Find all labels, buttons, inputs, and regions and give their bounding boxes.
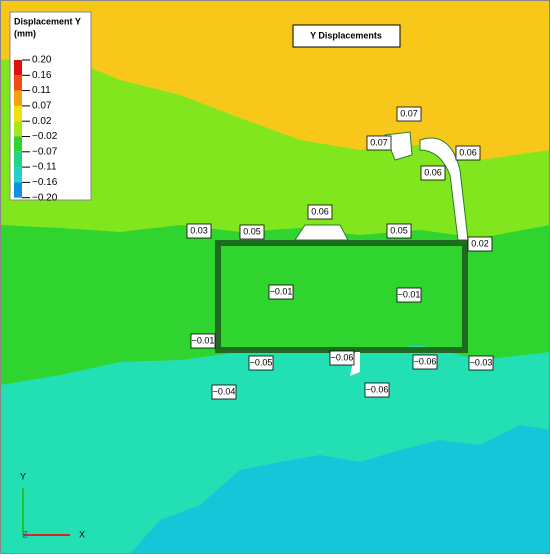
value-label-box — [412, 354, 438, 370]
axis-z-label: Z — [22, 529, 28, 539]
legend-level: −0.11 — [32, 162, 57, 173]
legend-level: −0.07 — [32, 146, 58, 157]
legend-level: −0.02 — [32, 131, 58, 142]
value-label: 0.06 — [424, 167, 442, 177]
plot-title-box — [292, 24, 401, 48]
value-label-box — [211, 384, 237, 400]
value-label-box — [386, 223, 412, 239]
value-label-box — [329, 350, 355, 366]
value-label: 0.07 — [400, 108, 418, 118]
value-label: −0.04 — [213, 386, 236, 396]
profile-rail — [294, 224, 349, 241]
value-label: 0.06 — [459, 147, 477, 157]
value-label: 0.02 — [471, 238, 489, 248]
legend-swatch — [14, 121, 22, 137]
value-label: −0.01 — [398, 289, 421, 299]
value-label: −0.03 — [470, 357, 493, 367]
value-label-box — [268, 284, 294, 300]
axis-y-label: Y — [20, 471, 26, 481]
legend-level: −0.20 — [32, 192, 58, 203]
profile-box — [215, 240, 468, 353]
legend-swatch — [14, 151, 22, 168]
legend-title: Displacement Y — [14, 16, 81, 26]
contour-cyan — [130, 425, 550, 554]
legend-swatch — [14, 90, 22, 106]
value-label: −0.06 — [414, 356, 437, 366]
legend-level: 0.07 — [32, 101, 52, 112]
profile-clip — [384, 131, 413, 161]
legend-level: −0.16 — [32, 177, 58, 188]
value-label-box — [190, 333, 216, 349]
value-label: 0.05 — [390, 225, 408, 235]
legend-swatch — [14, 182, 22, 198]
value-label: 0.03 — [190, 225, 208, 235]
value-label-box — [420, 165, 446, 181]
plot-title: Y Displacements — [310, 30, 382, 40]
value-label: −0.06 — [331, 352, 354, 362]
legend-swatch — [14, 136, 22, 152]
value-label-box — [248, 355, 274, 371]
legend-level: 0.16 — [32, 70, 52, 81]
value-label: −0.01 — [192, 335, 215, 345]
legend-level: 0.11 — [32, 85, 51, 96]
legend-level: 0.02 — [32, 116, 52, 127]
legend-swatch — [14, 60, 22, 76]
legend-level: 0.20 — [32, 55, 52, 66]
value-label: −0.05 — [250, 357, 273, 367]
axis-x-label: X — [79, 529, 85, 539]
legend-swatch — [14, 75, 22, 91]
value-label-box — [467, 236, 493, 252]
legend-swatch — [14, 167, 22, 183]
value-label-box — [396, 287, 422, 303]
value-label-box — [364, 382, 390, 398]
value-label: 0.06 — [311, 206, 329, 216]
legend-swatch — [14, 105, 22, 122]
legend-unit: (mm) — [14, 28, 36, 38]
value-label-box — [239, 224, 265, 240]
value-label-box — [366, 135, 392, 151]
value-label-box — [186, 223, 212, 239]
value-label-box — [396, 106, 422, 122]
value-label: 0.07 — [370, 137, 388, 147]
value-label-box — [468, 355, 494, 371]
value-label: −0.01 — [270, 286, 293, 296]
legend-scale: 0.20 0.16 0.11 0.07 0.02 −0.02 −0.07 −0.11 −0.16… — [14, 55, 58, 203]
value-label-box — [455, 145, 481, 161]
value-label-box — [307, 204, 333, 220]
value-label: −0.06 — [366, 384, 389, 394]
value-label: 0.05 — [243, 226, 261, 236]
value-labels: 0.07 0.07 0.06 0.06 0.06 0.03 0.05 0.05 0.02 −0.0… — [186, 106, 494, 400]
profile-leg — [350, 352, 360, 376]
profile-inner — [222, 247, 461, 346]
